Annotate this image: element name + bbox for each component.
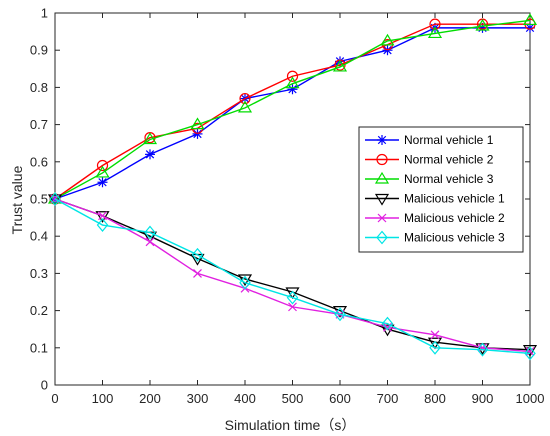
legend-label: Malicious vehicle 1 [404,192,505,206]
legend-marker [374,171,390,184]
data-point-normal-vehicle-3 [285,76,300,89]
data-point-malicious-vehicle-3 [239,275,251,290]
data-point-normal-vehicle-1 [145,149,155,160]
series-group [47,13,538,361]
data-point-normal-vehicle-2 [96,159,109,172]
data-point-malicious-vehicle-2 [98,211,107,221]
data-point-normal-vehicle-3 [380,33,395,46]
data-point-malicious-vehicle-2 [430,330,440,340]
y-tick-label: 0.9 [30,43,48,58]
legend-label: Normal vehicle 1 [404,133,494,147]
data-point-normal-vehicle-3 [142,132,158,145]
x-tick-label: 900 [472,391,494,406]
series-normal-vehicle-3 [47,13,538,204]
data-point-normal-vehicle-3 [190,117,205,130]
data-point-normal-vehicle-3 [47,191,63,204]
legend-item: Malicious vehicle 3 [365,231,505,245]
series-malicious-vehicle-2 [50,194,535,356]
legend-marker [377,135,387,145]
data-point-normal-vehicle-2 [429,18,441,30]
legend-label: Normal vehicle 2 [404,153,494,167]
series-line-normal-vehicle-3 [54,19,531,200]
data-point-malicious-vehicle-1 [285,287,300,300]
data-point-malicious-vehicle-3 [476,342,489,357]
y-tick-label: 0.4 [30,229,48,244]
data-point-normal-vehicle-3 [332,59,348,72]
x-tick-label: 300 [187,391,209,406]
data-point-normal-vehicle-1 [287,84,298,95]
series-malicious-vehicle-3 [49,192,536,361]
x-tick-label: 600 [329,391,351,406]
data-point-malicious-vehicle-2 [145,237,155,247]
legend-marker [377,213,387,223]
legend-marker [374,193,390,206]
x-tick-label: 700 [377,391,399,406]
y-tick-label: 0.6 [30,154,48,169]
x-tick-label: 800 [424,391,446,406]
x-tick-label: 200 [139,391,161,406]
legend-item: Normal vehicle 3 [365,171,494,186]
data-point-normal-vehicle-3 [237,100,253,113]
legend-label: Malicious vehicle 3 [404,231,505,245]
y-tick-label: 1 [41,6,48,21]
data-point-normal-vehicle-2 [239,92,251,105]
y-tick-label: 0.2 [30,303,48,318]
legend-marker [376,153,388,166]
data-point-malicious-vehicle-3 [49,192,61,206]
data-point-malicious-vehicle-3 [96,218,109,232]
x-tick-label: 100 [92,391,114,406]
legend-label: Malicious vehicle 2 [404,211,505,225]
data-point-malicious-vehicle-2 [525,347,535,356]
data-point-normal-vehicle-3 [95,165,110,178]
x-tick-label: 0 [51,391,58,406]
y-tick-label: 0.7 [30,117,48,132]
legend-item: Malicious vehicle 2 [365,211,505,225]
data-point-normal-vehicle-3 [475,18,490,31]
legend-item: Normal vehicle 2 [365,153,494,167]
data-point-malicious-vehicle-2 [288,302,297,312]
data-point-malicious-vehicle-3 [524,346,536,361]
y-tick-label: 0.5 [30,192,48,207]
y-tick-label: 0.3 [30,266,48,281]
data-point-malicious-vehicle-3 [191,247,204,262]
data-point-malicious-vehicle-1 [427,337,443,350]
data-point-malicious-vehicle-3 [286,290,299,305]
legend: Normal vehicle 1 Normal vehicle 2 Normal v… [358,126,524,253]
x-tick-label: 400 [234,391,256,406]
data-point-malicious-vehicle-2 [193,268,202,278]
x-tick-label: 500 [282,391,304,406]
data-point-malicious-vehicle-3 [429,340,441,355]
x-axis-label: Simulation time（s） [225,417,356,433]
legend-marker [376,230,388,245]
y-tick-label: 0.8 [30,80,48,95]
data-point-malicious-vehicle-3 [381,316,394,331]
data-point-normal-vehicle-1 [97,177,108,188]
y-tick-label: 0 [41,378,48,393]
data-point-malicious-vehicle-3 [334,307,346,322]
legend-label: Normal vehicle 3 [404,172,494,186]
x-tick-label: 1000 [516,391,545,406]
data-point-normal-vehicle-2 [286,70,299,82]
series-line-malicious-vehicle-3 [54,198,531,355]
series-line-normal-vehicle-2 [54,23,530,200]
y-tick-label: 0.1 [30,340,48,355]
data-point-normal-vehicle-3 [522,13,538,26]
legend-item: Malicious vehicle 1 [365,192,505,206]
legend-box [358,126,524,253]
data-point-malicious-vehicle-3 [144,225,156,240]
data-point-normal-vehicle-3 [427,26,443,39]
y-axis-label: Trust value [9,165,25,234]
legend-item: Normal vehicle 1 [365,133,494,147]
